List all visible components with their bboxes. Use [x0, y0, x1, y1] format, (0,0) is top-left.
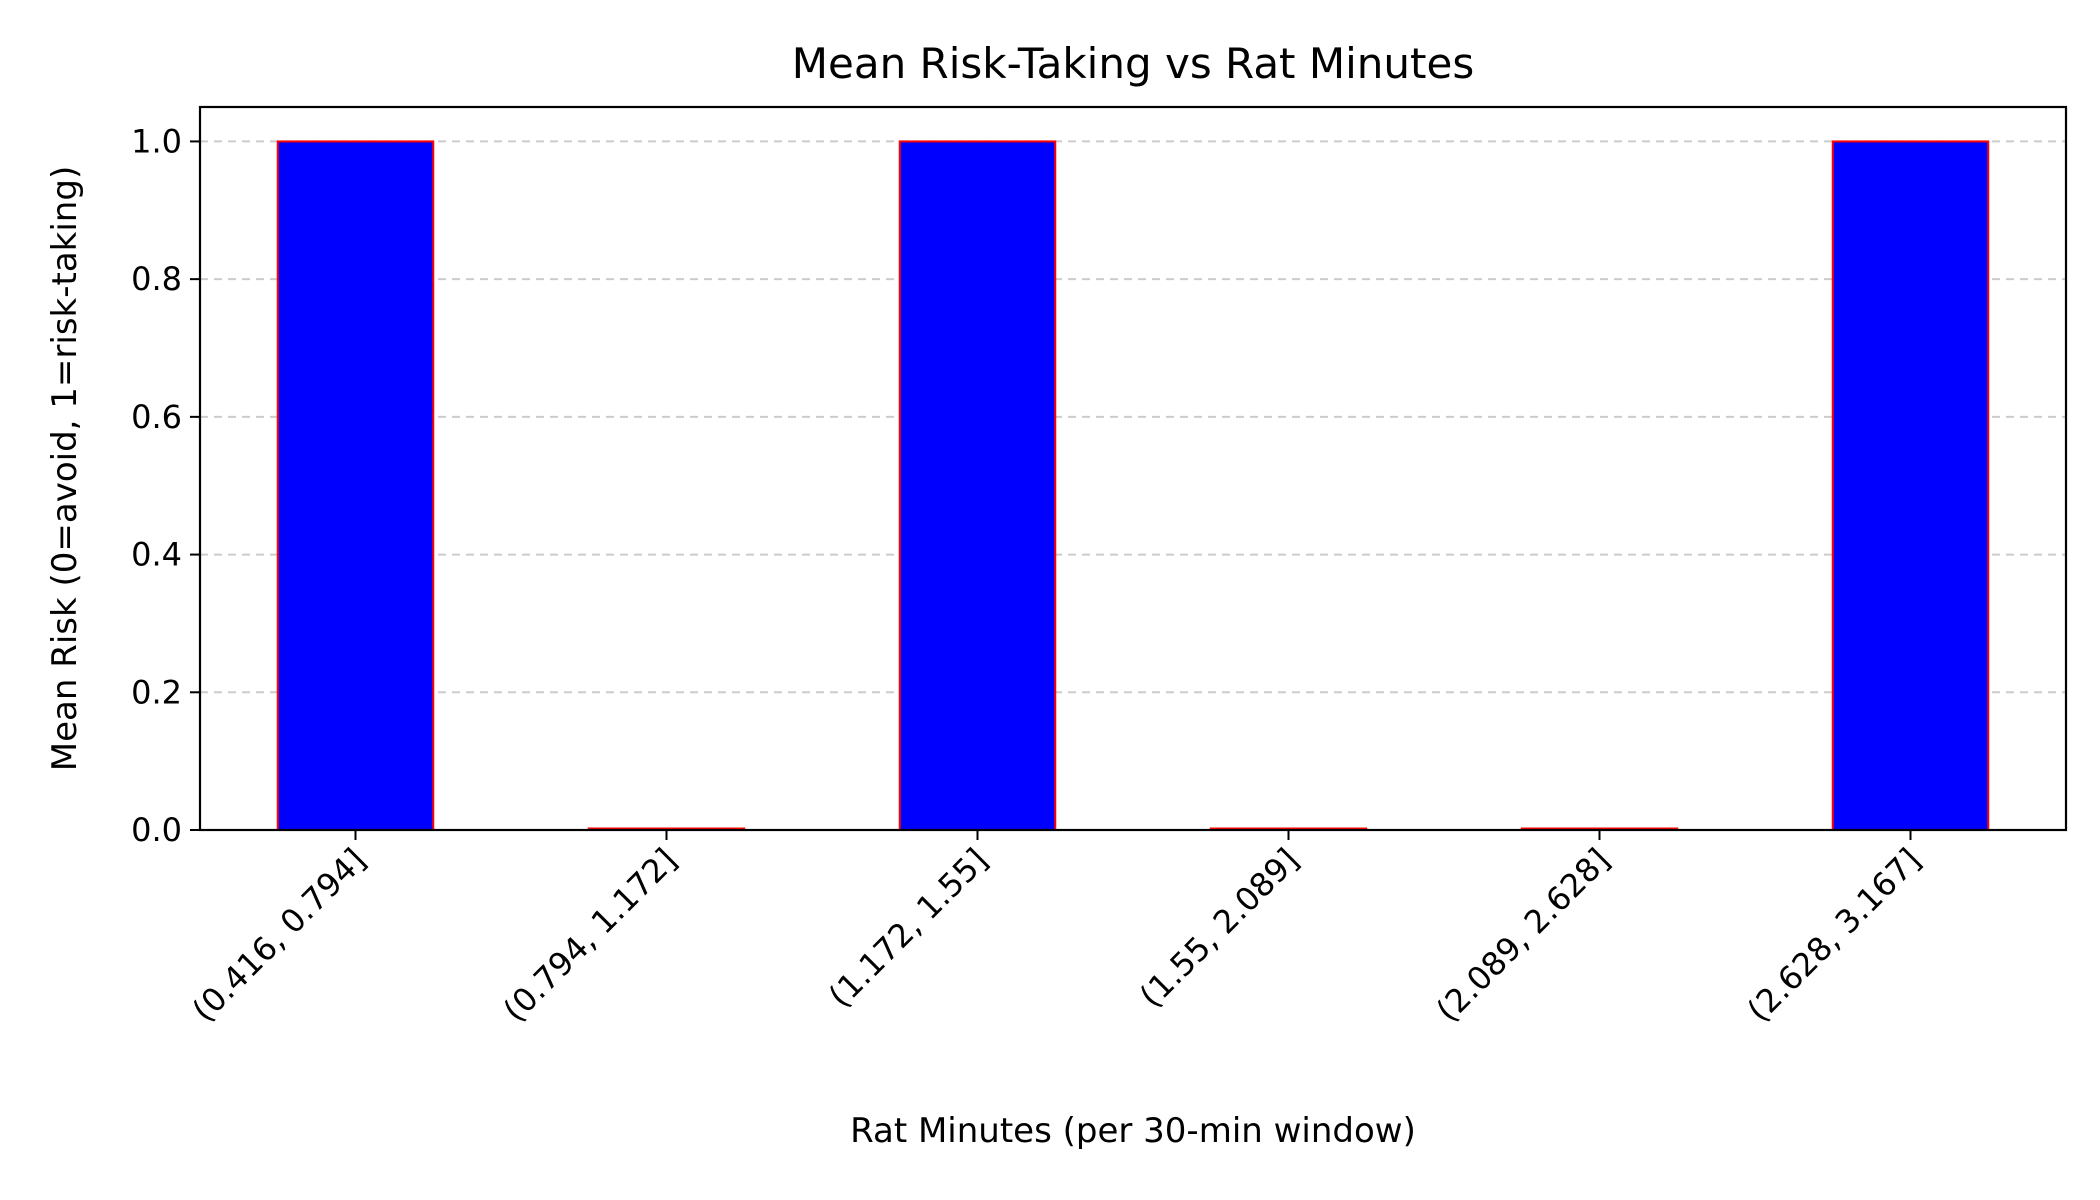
y-axis-label: Mean Risk (0=avoid, 1=risk-taking)	[45, 166, 85, 771]
y-tick-label: 0.2	[131, 673, 182, 711]
y-tick-label: 0.4	[131, 536, 182, 574]
y-tick-label: 1.0	[131, 122, 182, 160]
bar	[1831, 140, 1990, 831]
bar	[898, 140, 1057, 831]
chart-title: Mean Risk-Taking vs Rat Minutes	[792, 39, 1474, 88]
y-tick-label: 0.8	[131, 260, 182, 298]
bars	[276, 140, 1990, 831]
y-axis-ticks: 0.0 0.2 0.4 0.6 0.8 1.0	[131, 122, 200, 849]
plot-frame	[198, 105, 2068, 832]
y-tick-label: 0.6	[131, 398, 182, 436]
bar	[276, 140, 435, 831]
x-axis-label: Rat Minutes (per 30-min window)	[850, 1111, 1416, 1151]
y-tick-label: 0.0	[131, 811, 182, 849]
